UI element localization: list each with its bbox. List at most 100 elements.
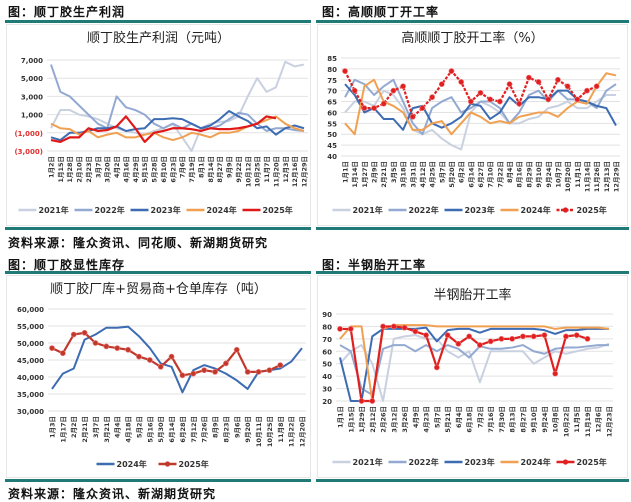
- data-point: [458, 79, 465, 85]
- y-tick-label: 40: [322, 373, 332, 381]
- data-point: [573, 332, 580, 339]
- x-tick-label: 12月13日: [603, 161, 611, 192]
- data-point: [146, 357, 153, 363]
- x-tick-label: 11月19日: [584, 406, 592, 437]
- x-tick-label: 2月10日: [76, 156, 84, 183]
- x-tick-label: 2月12日: [369, 406, 377, 433]
- x-tick-label: 3月5日: [390, 161, 398, 183]
- data-point: [476, 342, 483, 348]
- x-tick-label: 2月21日: [81, 416, 89, 443]
- chart-butadiene-rubber-profit: 顺丁胶生产利润（元吨） 7,000 5,000 3,000 1,000 (1,000) (3…: [6, 24, 311, 226]
- y-tick-label: 80: [327, 66, 337, 74]
- data-point: [371, 105, 377, 111]
- x-tick-label: 5月28日: [151, 156, 159, 183]
- x-tick-label: 3月26日: [401, 406, 409, 433]
- x-tick-label: 4月9日: [412, 406, 420, 428]
- x-tick-label: 1月1日: [342, 161, 350, 183]
- data-point: [212, 369, 218, 375]
- data-point: [496, 98, 503, 105]
- series-line-2024: [344, 72, 617, 136]
- data-point: [390, 323, 397, 330]
- divider: [316, 479, 629, 482]
- x-tick-label: 12月20日: [299, 416, 307, 447]
- y-tick-label: 80: [322, 323, 332, 331]
- data-point: [266, 367, 273, 374]
- data-point: [593, 83, 600, 90]
- data-point: [369, 398, 376, 404]
- y-tick-label: 35,000: [17, 391, 44, 399]
- data-point: [49, 345, 55, 351]
- legend-label: 2023年: [465, 205, 495, 215]
- x-tick-label: 1月15日: [347, 406, 355, 433]
- x-tick-label: 6月14日: [467, 161, 475, 188]
- x-tick-label: 6月4日: [455, 406, 463, 428]
- data-point: [535, 79, 542, 85]
- chart-visible-inventory: 顺丁胶厂库+贸易商+仓单库存（吨） 60,000 55,000 50,000 45,00…: [6, 275, 311, 478]
- x-tick-label: 1月1日: [337, 406, 345, 428]
- x-tick-label: 6月10日: [160, 156, 168, 183]
- y-tick-label: 60,000: [17, 306, 44, 314]
- x-tick-label: 1月29日: [358, 406, 366, 433]
- x-tick-label: 4月29日: [132, 156, 140, 183]
- x-tick-label: 10月11日: [255, 416, 263, 447]
- legend-label: 2022年: [95, 205, 125, 215]
- x-tick-label: 8月14日: [207, 156, 215, 183]
- data-point: [545, 96, 552, 103]
- y-tick-label: 3,000: [21, 93, 43, 101]
- y-tick-label: 20: [322, 398, 332, 406]
- series-line-2022: [339, 344, 609, 396]
- data-point: [244, 369, 251, 375]
- x-tick-label: 7月22日: [496, 161, 504, 188]
- x-tick-label: 12月29日: [301, 156, 309, 187]
- figure-heading-semi-steel-rate: 图：半钢胎开工率: [322, 258, 427, 272]
- data-point: [136, 353, 142, 360]
- x-tick-label: 2月21日: [380, 161, 388, 188]
- data-point: [444, 332, 451, 339]
- data-point: [223, 360, 229, 367]
- y-tick-label: 90: [322, 311, 332, 319]
- x-tick-label: 6月14日: [168, 416, 176, 443]
- x-tick-label: 1月2日: [48, 156, 56, 178]
- data-point: [390, 87, 397, 94]
- data-point: [563, 333, 569, 340]
- legend-label: 2024年: [207, 205, 237, 215]
- legend-marker: [164, 461, 171, 467]
- x-tick-label: 5月20日: [448, 161, 456, 188]
- divider: [5, 479, 311, 482]
- x-tick-label: 9月24日: [541, 406, 549, 433]
- data-point: [179, 372, 186, 379]
- x-tick-label: 9月9日: [226, 156, 234, 178]
- data-point: [487, 96, 494, 103]
- data-point: [347, 326, 354, 332]
- x-tick-label: 10月22日: [562, 406, 570, 437]
- data-point: [277, 362, 284, 368]
- data-point: [541, 332, 548, 339]
- y-tick-label: 45: [327, 142, 337, 150]
- data-point: [455, 340, 462, 347]
- legend-label: 2022年: [409, 457, 439, 467]
- chart-title: 半钢胎开工率: [433, 287, 511, 303]
- series-line-2021: [339, 334, 610, 402]
- x-tick-label: 5月7日: [433, 406, 441, 428]
- y-tick-label: 75: [327, 77, 337, 85]
- y-tick-label: 50: [327, 131, 337, 139]
- x-tick-label: 10月8日: [552, 406, 560, 433]
- series-line-2025: [50, 115, 277, 144]
- x-tick-label: 11月14日: [583, 161, 591, 192]
- x-tick-label: 5月16日: [146, 416, 154, 443]
- data-point: [477, 89, 484, 96]
- x-tick-label: 3月31日: [409, 161, 417, 188]
- x-tick-label: 1月28日: [66, 156, 74, 183]
- divider: [5, 271, 311, 274]
- y-tick-label: 45,000: [17, 357, 44, 365]
- x-tick-label: 8月23日: [222, 416, 230, 443]
- x-tick-label: 9月6日: [233, 416, 241, 438]
- y-tick-label: 30,000: [17, 408, 44, 416]
- data-point: [168, 353, 175, 360]
- data-point: [114, 345, 121, 351]
- y-tick-label: 40,000: [17, 374, 44, 382]
- data-point: [467, 98, 474, 105]
- series-line-2023: [344, 83, 617, 131]
- y-tick-label: 70: [327, 88, 337, 96]
- legend-label: 2024年: [521, 205, 551, 215]
